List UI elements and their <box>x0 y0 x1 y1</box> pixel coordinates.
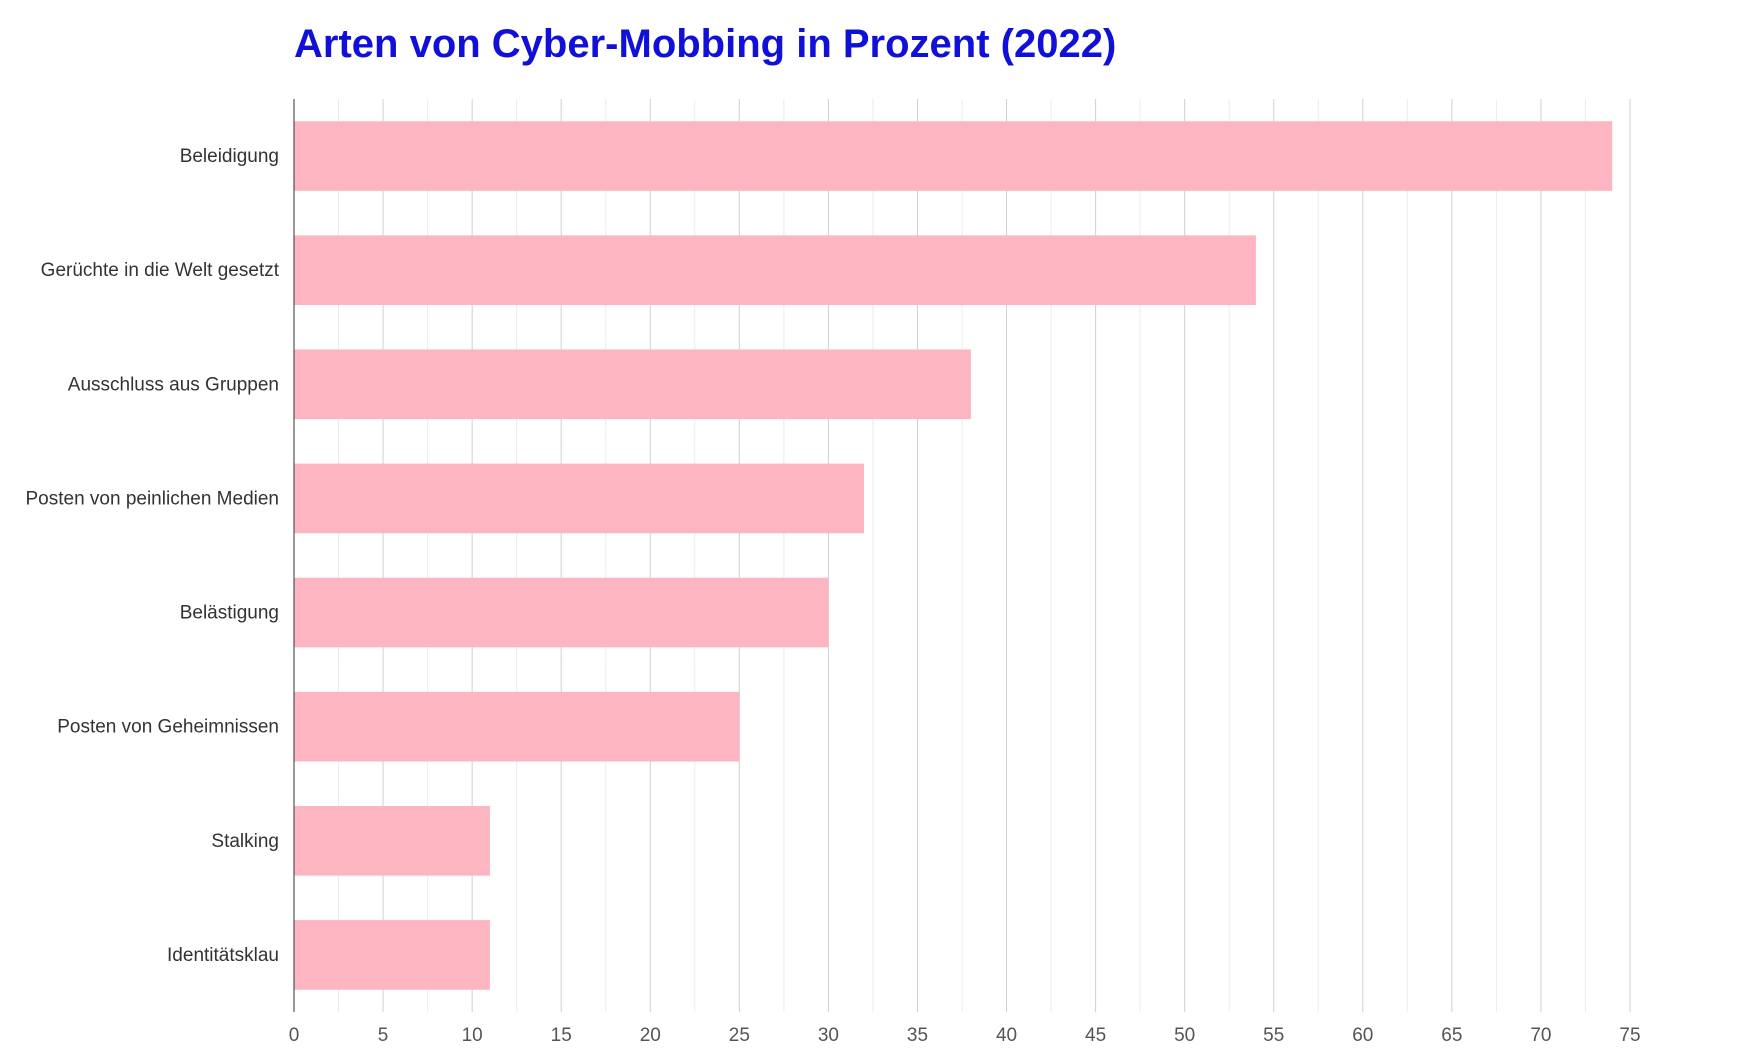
category-label: Identitätsklau <box>167 945 279 966</box>
x-tick-label: 10 <box>462 1025 483 1046</box>
x-tick-label: 45 <box>1085 1025 1106 1046</box>
x-tick-label: 60 <box>1352 1025 1373 1046</box>
x-tick-label: 40 <box>996 1025 1017 1046</box>
bar <box>294 121 1613 191</box>
x-tick-label: 30 <box>818 1025 839 1046</box>
category-label: Gerüchte in die Welt gesetzt <box>41 260 280 281</box>
x-tick-label: 75 <box>1619 1025 1640 1046</box>
bar <box>294 806 490 876</box>
x-tick-label: 50 <box>1174 1025 1195 1046</box>
category-label: Posten von Geheimnissen <box>57 717 279 738</box>
category-label: Belästigung <box>180 603 279 624</box>
x-tick-label: 15 <box>551 1025 572 1046</box>
category-label: Stalking <box>211 831 279 852</box>
category-label: Ausschluss aus Gruppen <box>68 374 279 395</box>
bar <box>294 463 865 534</box>
bar <box>294 577 829 648</box>
category-label: Posten von peinlichen Medien <box>25 488 279 509</box>
chart-title: Arten von Cyber-Mobbing in Prozent (2022… <box>294 22 1117 66</box>
x-tick-label: 25 <box>729 1025 750 1046</box>
bar <box>294 920 490 990</box>
bar <box>294 349 971 420</box>
x-tick-label: 0 <box>289 1025 300 1046</box>
x-tick-label: 35 <box>907 1025 928 1046</box>
bar <box>294 691 740 762</box>
x-tick-label: 5 <box>378 1025 389 1046</box>
x-tick-label: 70 <box>1530 1025 1551 1046</box>
bar <box>294 235 1256 305</box>
category-label: Beleidigung <box>180 146 279 167</box>
x-tick-label: 65 <box>1441 1025 1462 1046</box>
x-tick-label: 20 <box>640 1025 661 1046</box>
x-tick-label: 55 <box>1263 1025 1284 1046</box>
